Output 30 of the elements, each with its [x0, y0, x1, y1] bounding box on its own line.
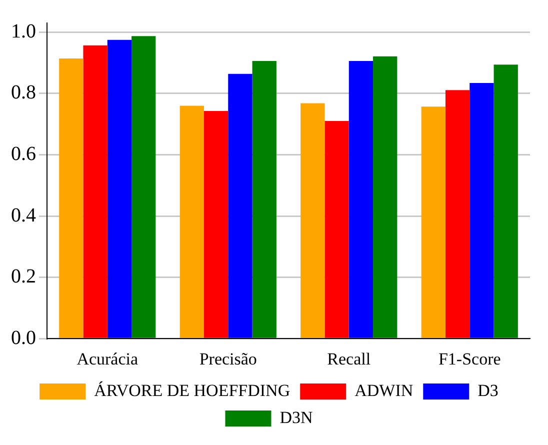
- bar: [252, 60, 276, 338]
- bar: [83, 45, 108, 338]
- bar: [204, 110, 228, 338]
- bar: [470, 83, 494, 338]
- bar: [373, 56, 398, 338]
- bar: [300, 103, 325, 338]
- x-tick-label: Acurácia: [76, 349, 138, 368]
- x-tick-label: Recall: [327, 349, 371, 368]
- y-tick-label: 0.2: [11, 266, 36, 288]
- y-tick-label: 0.0: [11, 326, 36, 349]
- bar: [421, 106, 446, 338]
- bar: [348, 60, 374, 338]
- y-tick-label: 0.8: [11, 82, 36, 104]
- bar: [494, 64, 518, 338]
- bar: [180, 106, 204, 338]
- x-tick-label: F1-Score: [438, 349, 501, 368]
- bar: [228, 74, 252, 338]
- bar: [59, 58, 84, 338]
- bar: [132, 36, 156, 338]
- legend-label: ADWIN: [354, 380, 414, 400]
- legend-label: D3: [478, 380, 498, 400]
- bar: [324, 121, 349, 338]
- x-tick-label: Precisão: [199, 349, 257, 368]
- y-tick-label: 0.4: [11, 204, 36, 226]
- bar: [107, 40, 132, 338]
- bar: [445, 90, 470, 338]
- y-tick-label: 0.6: [11, 143, 36, 166]
- y-tick-label: 1.0: [11, 20, 36, 42]
- legend-label: D3N: [280, 408, 313, 427]
- legend-label: ÁRVORE DE HOEFFDING: [94, 380, 290, 400]
